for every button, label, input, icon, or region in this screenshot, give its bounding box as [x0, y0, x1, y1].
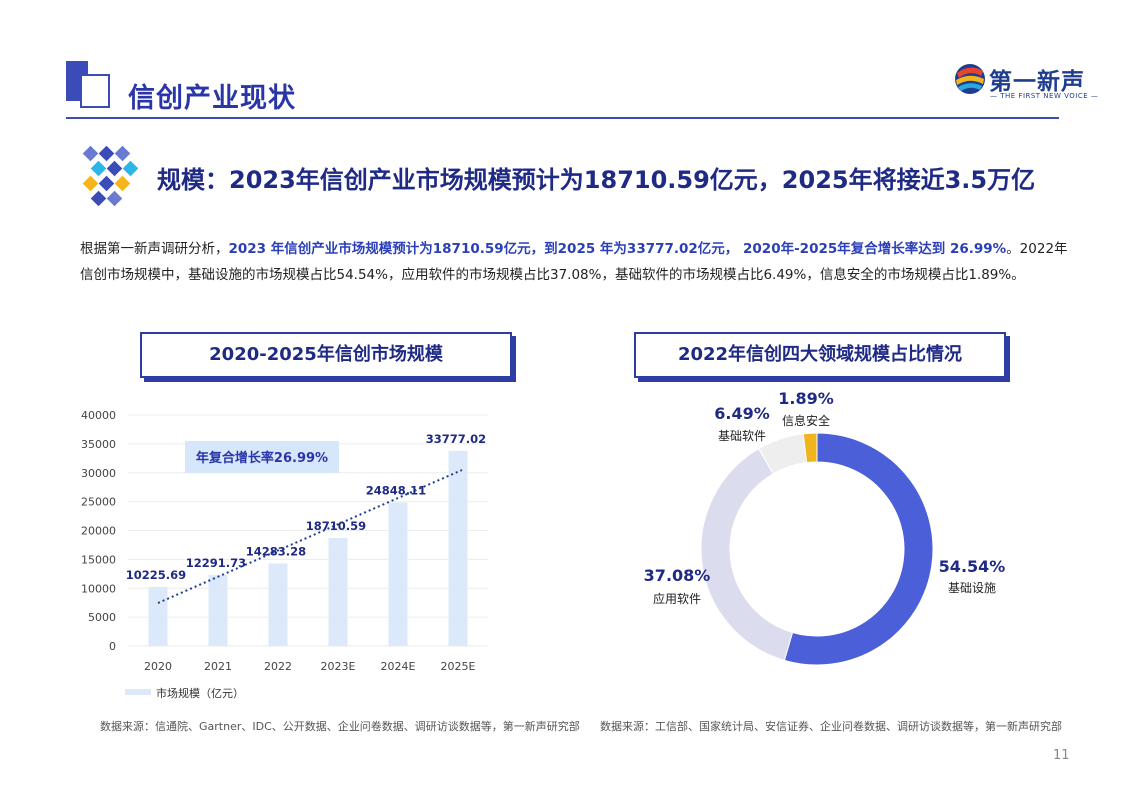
y-tick-label: 15000	[81, 553, 116, 566]
domain-share-donut-chart: 54.54% 基础设施 37.08% 应用软件 6.49% 基础软件 1.89% 信息安全	[644, 389, 1006, 666]
pie-chart-title: 2022年信创四大领域规模占比情况	[634, 332, 1006, 378]
slice-percent-label: 1.89%	[778, 389, 834, 408]
slice-percent-label: 37.08%	[644, 566, 711, 585]
slice-category-label: 应用软件	[653, 591, 701, 606]
page-title: 信创产业现状	[128, 83, 296, 114]
y-tick-label: 20000	[81, 525, 116, 538]
bar	[148, 586, 168, 646]
header-decoration-outline	[80, 74, 110, 108]
source-note-right: 数据来源：工信部、国家统计局、安信证券、企业问卷数据、调研访谈数据等，第一新声研…	[600, 720, 1062, 733]
y-tick-label: 25000	[81, 496, 116, 509]
slice-category-label: 信息安全	[782, 413, 830, 428]
y-tick-label: 10000	[81, 582, 116, 595]
header-divider	[66, 117, 1059, 119]
bar	[268, 563, 288, 646]
x-tick-label: 2023E	[321, 660, 356, 673]
slice-category-label: 基础软件	[718, 429, 766, 443]
x-tick-label: 2025E	[441, 660, 476, 673]
bar-data-label: 14283.28	[246, 545, 306, 559]
cagr-annotation-box	[185, 441, 339, 473]
y-tick-label: 5000	[88, 611, 116, 624]
donut-slice	[802, 432, 818, 464]
y-tick-label: 40000	[81, 409, 116, 422]
paragraph-highlight: 2023 年信创产业市场规模预计为18710.59亿元，到2025 年为3377…	[228, 241, 1007, 257]
bar-data-label: 10225.69	[126, 568, 186, 582]
bar	[328, 537, 348, 646]
brand-logo-icon	[955, 64, 985, 94]
brand-logo-tagline: — THE FIRST NEW VOICE —	[990, 92, 1099, 100]
slice-percent-label: 6.49%	[714, 404, 770, 423]
legend-label: 市场规模（亿元）	[156, 686, 244, 700]
x-tick-label: 2020	[144, 660, 172, 673]
diamond-cluster-icon	[82, 146, 139, 207]
slice-percent-label: 54.54%	[939, 557, 1006, 576]
donut-slice	[783, 432, 934, 666]
bar	[448, 450, 468, 646]
bar-data-label: 12291.73	[186, 556, 246, 570]
brand-logo-text: 第一新声	[989, 69, 1085, 95]
legend-swatch	[125, 689, 151, 695]
page-number: 11	[1053, 748, 1070, 763]
trend-line	[157, 469, 463, 604]
x-tick-label: 2024E	[381, 660, 416, 673]
bar	[208, 575, 228, 646]
y-tick-label: 30000	[81, 467, 116, 480]
slice-category-label: 基础设施	[948, 581, 996, 595]
bar	[388, 502, 408, 646]
section-subtitle: 规模：2023年信创产业市场规模预计为18710.59亿元，2025年将接近3.…	[157, 166, 1036, 194]
paragraph-part-1: 根据第一新声调研分析，	[80, 241, 229, 257]
cagr-annotation: 年复合增长率26.99%	[196, 450, 328, 466]
summary-paragraph: 根据第一新声调研分析，2023 年信创产业市场规模预计为18710.59亿元，到…	[80, 236, 1070, 288]
paragraph-part-3: 。2022年信创市场规模中，基础设施的市场规模占比54.54%，应用软件的市场规…	[80, 241, 1068, 283]
y-tick-label: 35000	[81, 438, 116, 451]
donut-slice	[700, 448, 794, 661]
bar-chart-title: 2020-2025年信创市场规模	[140, 332, 512, 378]
x-tick-label: 2022	[264, 660, 292, 673]
x-tick-label: 2021	[204, 660, 232, 673]
y-tick-label: 0	[109, 640, 116, 653]
bar-data-label: 24848.11	[366, 484, 426, 498]
bar-data-label: 33777.02	[426, 432, 486, 446]
source-note-left: 数据来源：信通院、Gartner、IDC、公开数据、企业问卷数据、调研访谈数据等…	[100, 720, 580, 733]
bar-data-label: 18710.59	[306, 519, 366, 533]
